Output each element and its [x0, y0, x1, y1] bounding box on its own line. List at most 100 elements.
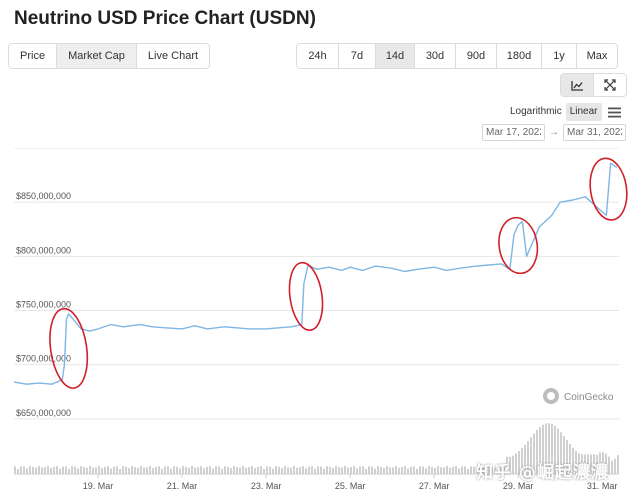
- volume-bar: [77, 468, 79, 474]
- series-layer: [13, 162, 618, 385]
- volume-bar: [263, 468, 265, 474]
- volume-bar: [329, 466, 331, 474]
- volume-bar: [557, 428, 559, 474]
- volume-bar: [512, 455, 514, 474]
- volume-bar: [428, 466, 430, 474]
- range-24h-button[interactable]: 24h: [297, 44, 339, 68]
- volume-bar: [368, 466, 370, 474]
- market-cap-chart: $650,000,000 $700,000,000 $750,000,000 $800…: [13, 148, 628, 491]
- volume-bar: [104, 466, 106, 474]
- volume-bar: [80, 466, 82, 474]
- volume-bar: [461, 466, 463, 474]
- volume-bar: [401, 467, 403, 474]
- volume-bar: [365, 468, 367, 474]
- volume-bar: [395, 466, 397, 474]
- volume-bar: [500, 467, 502, 474]
- volume-bars: [14, 423, 619, 475]
- volume-bar: [218, 466, 220, 474]
- volume-bar: [116, 466, 118, 474]
- volume-bar: [437, 466, 439, 474]
- volume-bar: [494, 467, 496, 474]
- volume-bar: [89, 466, 91, 474]
- volume-bar: [50, 467, 52, 474]
- volume-bar: [206, 466, 208, 474]
- tab-price[interactable]: Price: [9, 44, 58, 68]
- volume-bar: [608, 456, 610, 474]
- date-arrow: →: [549, 127, 559, 138]
- end-date-input[interactable]: [563, 124, 626, 141]
- range-30d-button[interactable]: 30d: [415, 44, 456, 68]
- volume-bar: [101, 468, 103, 474]
- volume-bar: [92, 467, 94, 474]
- volume-bar: [509, 456, 511, 474]
- volume-bar: [524, 444, 526, 474]
- volume-bar: [305, 468, 307, 474]
- range-90d-button[interactable]: 90d: [456, 44, 497, 68]
- hamburger-menu-icon[interactable]: [607, 107, 621, 118]
- volume-bar: [95, 467, 97, 474]
- range-14d-button[interactable]: 14d: [376, 44, 415, 68]
- volume-bar: [35, 467, 37, 474]
- coingecko-brand: CoinGecko: [543, 388, 614, 404]
- volume-bar: [17, 468, 19, 474]
- volume-bar: [434, 467, 436, 474]
- volume-bar: [569, 444, 571, 474]
- fullscreen-button[interactable]: [594, 74, 626, 96]
- scale-toggle: Logarithmic Linear: [506, 103, 621, 121]
- volume-bar: [161, 468, 163, 474]
- y-tick-label: $800,000,000: [16, 245, 71, 255]
- volume-bar: [311, 466, 313, 474]
- volume-bar: [251, 466, 253, 474]
- line-chart-view-button[interactable]: [561, 74, 594, 96]
- volume-bar: [224, 466, 226, 474]
- volume-bar: [614, 458, 616, 474]
- volume-bar: [158, 466, 160, 474]
- date-range-picker: →: [482, 124, 626, 141]
- volume-bar: [164, 466, 166, 474]
- volume-bar: [275, 466, 277, 474]
- volume-bar: [152, 468, 154, 474]
- range-7d-button[interactable]: 7d: [339, 44, 376, 68]
- volume-bar: [344, 466, 346, 474]
- volume-bar: [269, 466, 271, 474]
- volume-bar: [497, 466, 499, 474]
- volume-bar: [272, 468, 274, 474]
- volume-bar: [611, 460, 613, 474]
- volume-bar: [203, 468, 205, 474]
- volume-bar: [176, 466, 178, 474]
- volume-bar: [170, 468, 172, 474]
- volume-bar: [215, 466, 217, 474]
- volume-bar: [173, 466, 175, 474]
- logarithmic-scale-option[interactable]: Logarithmic: [510, 106, 562, 117]
- volume-bar: [599, 452, 601, 474]
- volume-bar: [371, 466, 373, 474]
- start-date-input[interactable]: [482, 124, 545, 141]
- volume-bar: [518, 451, 520, 474]
- volume-bar: [380, 466, 382, 474]
- volume-bar: [560, 432, 562, 474]
- volume-bar: [527, 441, 529, 474]
- range-180d-button[interactable]: 180d: [497, 44, 542, 68]
- volume-bar: [458, 468, 460, 474]
- volume-bar: [155, 466, 157, 474]
- range-max-button[interactable]: Max: [577, 44, 617, 68]
- coingecko-brand-label: CoinGecko: [564, 392, 614, 403]
- linear-scale-option[interactable]: Linear: [565, 103, 602, 121]
- tab-market-cap[interactable]: Market Cap: [57, 44, 137, 68]
- volume-bar: [134, 467, 136, 474]
- range-1y-button[interactable]: 1y: [542, 44, 577, 68]
- volume-bar: [149, 466, 151, 474]
- volume-bar: [125, 466, 127, 474]
- volume-bar: [389, 467, 391, 474]
- volume-bar: [353, 466, 355, 474]
- volume-bar: [362, 466, 364, 474]
- volume-bar: [257, 466, 259, 474]
- grid-lines: [14, 148, 619, 420]
- volume-bar: [413, 466, 415, 474]
- volume-bar: [410, 466, 412, 474]
- volume-bar: [107, 466, 109, 474]
- volume-bar: [308, 466, 310, 474]
- tab-live-chart[interactable]: Live Chart: [136, 44, 210, 68]
- volume-bar: [200, 466, 202, 474]
- expand-icon: [604, 79, 616, 91]
